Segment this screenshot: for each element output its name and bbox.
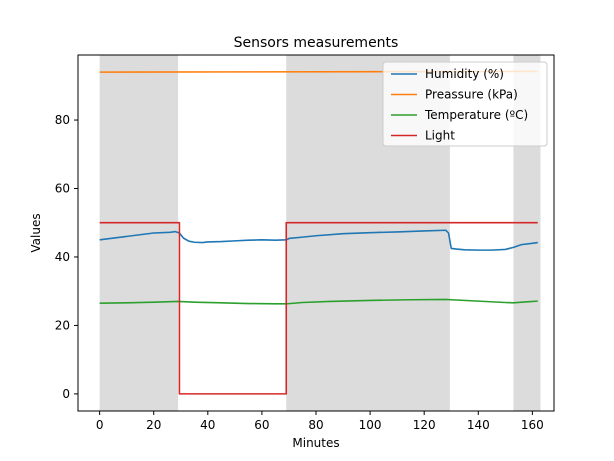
- x-tick-label: 80: [308, 418, 323, 432]
- y-axis-label: Values: [29, 213, 43, 252]
- legend-box: [382, 61, 548, 147]
- x-tick-label: 20: [146, 418, 161, 432]
- legend-label-1: Humidity (%): [425, 67, 504, 81]
- y-tick-label: 60: [55, 182, 70, 196]
- x-tick-label: 100: [359, 418, 382, 432]
- y-tick-label: 20: [55, 318, 70, 332]
- legend: Humidity (%) Preassure (kPa) Temperature (…: [382, 61, 548, 147]
- x-tick-label: 160: [521, 418, 544, 432]
- legend-label-2: Preassure (kPa): [425, 88, 518, 102]
- x-axis-label: Minutes: [292, 436, 339, 450]
- legend-label-3: Temperature (ºC): [424, 108, 528, 122]
- y-tick-label: 40: [55, 250, 70, 264]
- legend-label-4: Light: [425, 129, 455, 143]
- series-line-4: [99, 221, 538, 395]
- x-tick-label: 140: [467, 418, 490, 432]
- chart-title: Sensors measurements: [234, 35, 399, 51]
- x-tick-label: 60: [254, 418, 269, 432]
- series-line-3: [99, 298, 538, 305]
- y-tick-label: 80: [55, 113, 70, 127]
- series-lines: [99, 70, 538, 395]
- x-axis-ticks: 0 20 40 60 80 100 120 140 160: [96, 411, 544, 432]
- x-tick-label: 40: [200, 418, 215, 432]
- x-tick-label: 0: [96, 418, 104, 432]
- y-tick-label: 0: [62, 387, 70, 401]
- x-tick-label: 120: [413, 418, 436, 432]
- y-axis-ticks: 0 20 40 60 80: [55, 113, 78, 401]
- series-line-1: [99, 229, 538, 251]
